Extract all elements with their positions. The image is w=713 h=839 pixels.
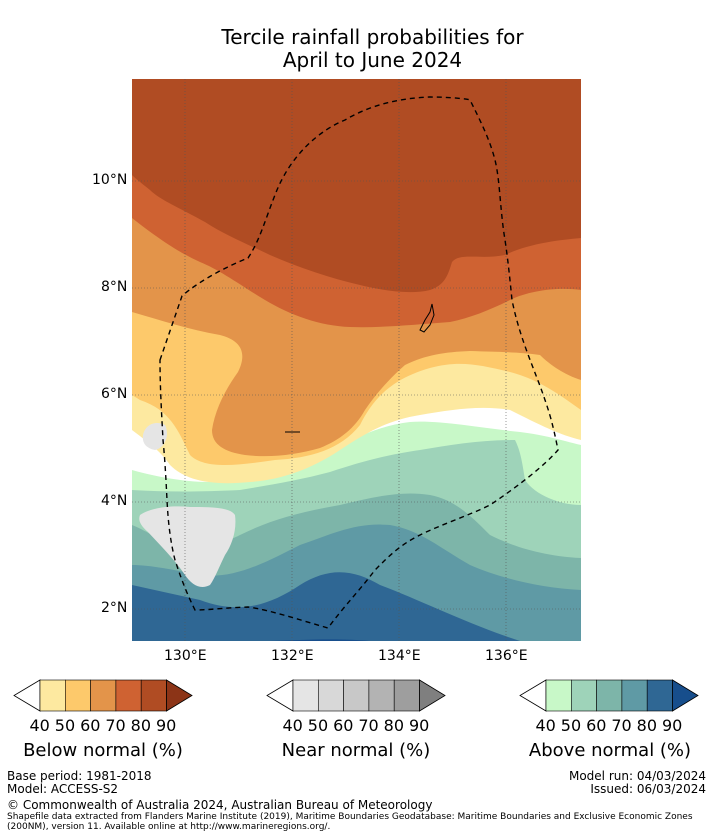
near-40-patch-north <box>142 423 167 450</box>
near-tick-50: 50 <box>307 716 329 735</box>
eez-boundary <box>159 96 559 629</box>
chart-title-line2: April to June 2024 <box>282 48 463 72</box>
near-legend-title: Near normal (%) <box>281 740 431 761</box>
shapefile-credit-line1: Shapefile data extracted from Flanders M… <box>7 812 693 822</box>
above-swatch-80 <box>646 679 673 712</box>
model-name: Model: ACCESS-S2 <box>7 782 119 796</box>
near-swatch-80 <box>393 679 420 712</box>
near-swatch-50 <box>317 679 344 712</box>
above-high-extend <box>672 679 699 712</box>
lon-label-132e: 132°E <box>271 648 314 664</box>
below-tick-70: 70 <box>105 716 126 735</box>
near-swatch-60 <box>343 679 370 712</box>
below-swatch-40 <box>39 679 66 712</box>
lon-label-134e: 134°E <box>378 648 421 664</box>
below-low-extend <box>13 679 41 712</box>
above-tick-50: 50 <box>560 716 582 735</box>
lat-label-10n: 10°N <box>92 172 128 188</box>
model-run: Model run: 04/03/2024 <box>568 769 706 783</box>
above-swatch-40 <box>545 679 572 712</box>
below-legend-ticks: 40 50 60 70 80 90 <box>27 716 179 735</box>
chart-title-line1: Tercile rainfall probabilities for <box>221 25 524 49</box>
near-swatch-70 <box>368 679 395 712</box>
below-high-extend <box>166 679 193 712</box>
above-tick-70: 70 <box>611 716 632 735</box>
near-tick-60: 60 <box>333 716 354 735</box>
above-legend-title: Above normal (%) <box>528 740 692 761</box>
below-tick-50: 50 <box>54 716 76 735</box>
above-tick-80: 80 <box>636 716 658 735</box>
near-low-extend <box>266 679 294 712</box>
near-tick-40: 40 <box>282 716 303 735</box>
near-tick-70: 70 <box>358 716 379 735</box>
legend-bar-near <box>266 679 446 712</box>
lat-label-2n: 2°N <box>101 600 128 616</box>
below-tick-40: 40 <box>29 716 50 735</box>
above-tick-90: 90 <box>661 716 683 735</box>
below-swatch-80 <box>140 679 167 712</box>
below-swatch-70 <box>115 679 142 712</box>
above-tick-60: 60 <box>586 716 607 735</box>
below-tick-60: 60 <box>80 716 101 735</box>
above-tick-40: 40 <box>535 716 556 735</box>
above-swatch-60 <box>596 679 623 712</box>
base-period: Base period: 1981-2018 <box>7 769 152 783</box>
above-swatch-50 <box>570 679 597 712</box>
near-swatch-40 <box>292 679 319 712</box>
near-tick-80: 80 <box>383 716 405 735</box>
below-80-region <box>132 79 581 293</box>
below-swatch-60 <box>90 679 117 712</box>
lon-label-130e: 130°E <box>164 648 207 664</box>
above-legend-ticks: 40 50 60 70 80 90 <box>533 716 685 735</box>
lon-label-136e: 136°E <box>485 648 528 664</box>
near-40-patch-south <box>139 506 236 587</box>
graticule <box>132 79 581 641</box>
lat-label-6n: 6°N <box>101 386 128 402</box>
lat-label-8n: 8°N <box>101 279 128 295</box>
palau-islands <box>419 303 435 333</box>
issued-date: Issued: 06/03/2024 <box>590 782 706 796</box>
below-legend-title: Below normal (%) <box>23 740 183 761</box>
above-swatch-70 <box>621 679 648 712</box>
lat-label-4n: 4°N <box>101 493 128 509</box>
copyright: © Commonwealth of Australia 2024, Austra… <box>7 798 433 812</box>
near-high-extend <box>419 679 446 712</box>
probability-field <box>132 79 581 641</box>
legend-bar-below <box>13 679 193 712</box>
shapefile-credit-line2: (200NM), version 11. Available online at… <box>7 822 331 832</box>
below-tick-80: 80 <box>130 716 152 735</box>
below-tick-90: 90 <box>155 716 177 735</box>
below-swatch-50 <box>65 679 91 712</box>
near-tick-90: 90 <box>408 716 430 735</box>
near-legend-ticks: 40 50 60 70 80 90 <box>280 716 432 735</box>
legend-bar-above <box>519 679 699 712</box>
above-low-extend <box>519 679 547 712</box>
